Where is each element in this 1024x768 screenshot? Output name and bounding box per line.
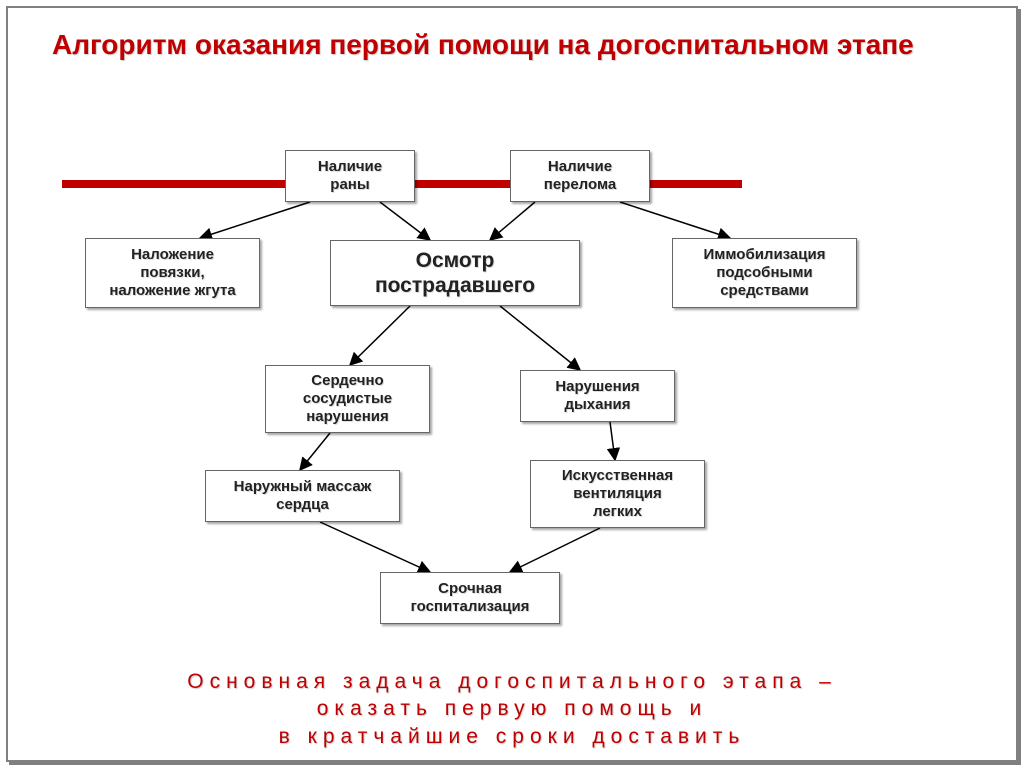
node-immob: Иммобилизацияподсобнымисредствами: [672, 238, 857, 308]
footer-line-1: Основная задача догоспитального этапа –: [40, 668, 984, 695]
footer-text: Основная задача догоспитального этапа – …: [40, 668, 984, 750]
node-massage: Наружный массажсердца: [205, 470, 400, 522]
node-ventil: Искусственнаявентиляциялегких: [530, 460, 705, 528]
node-fracture: Наличиеперелома: [510, 150, 650, 202]
node-hospital: Срочнаягоспитализация: [380, 572, 560, 624]
node-bandage: Наложениеповязки,наложение жгута: [85, 238, 260, 308]
footer-line-2: оказать первую помощь и: [40, 695, 984, 722]
node-breath: Нарушениядыхания: [520, 370, 675, 422]
node-examine: Осмотрпострадавшего: [330, 240, 580, 306]
slide-title: Алгоритм оказания первой помощи на догос…: [52, 28, 972, 62]
footer-line-3: в кратчайшие сроки доставить: [40, 723, 984, 750]
node-wound: Наличиераны: [285, 150, 415, 202]
node-cardio: Сердечнососудистыенарушения: [265, 365, 430, 433]
slide-frame: [6, 6, 1018, 762]
